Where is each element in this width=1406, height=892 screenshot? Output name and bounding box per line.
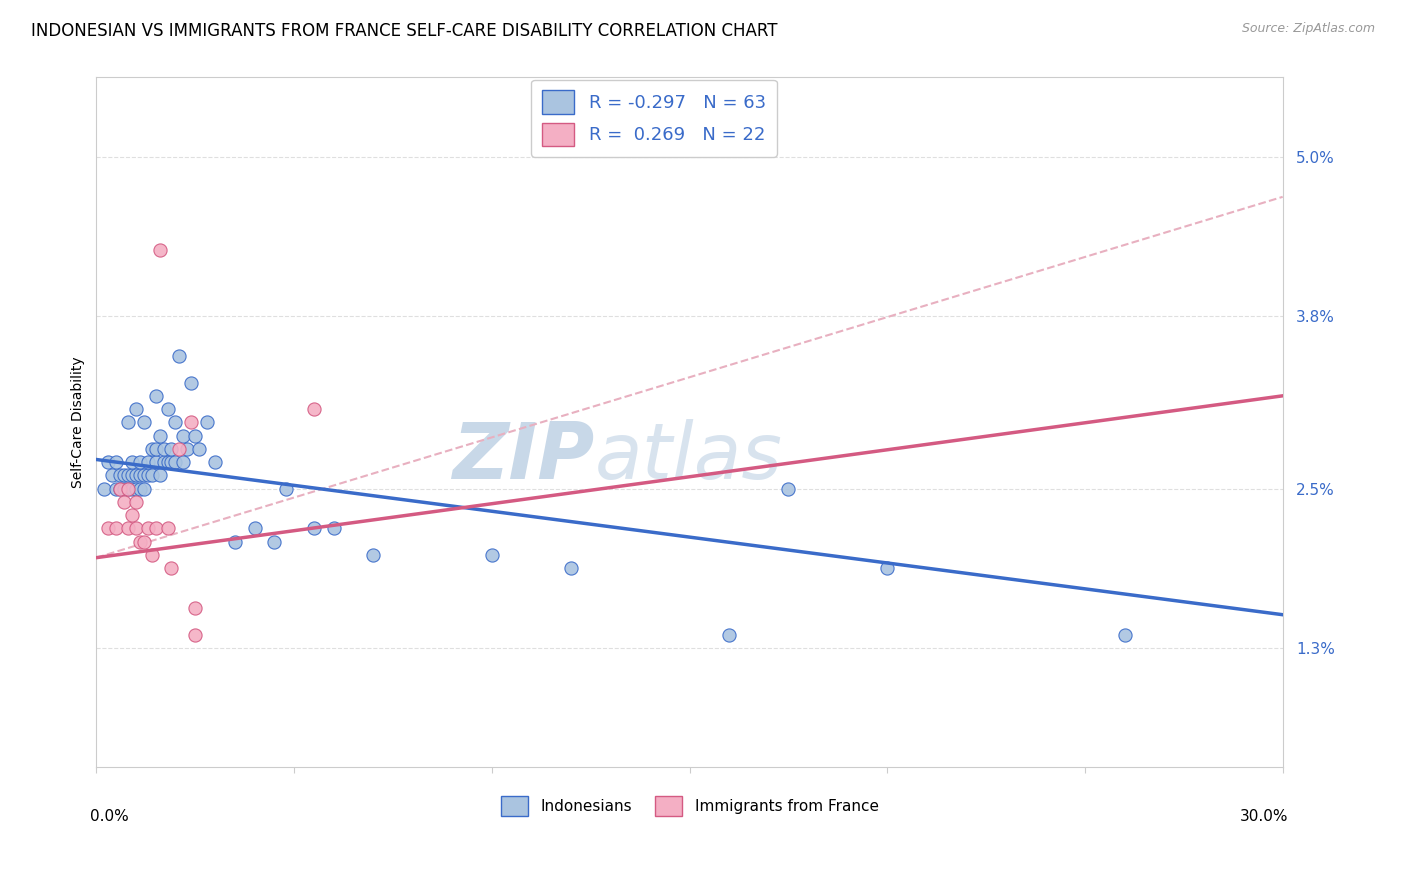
Point bbox=[108, 482, 131, 496]
Point bbox=[778, 482, 800, 496]
Point bbox=[141, 442, 163, 456]
Point bbox=[302, 521, 325, 535]
Point bbox=[145, 455, 167, 469]
Point bbox=[160, 561, 183, 575]
Point bbox=[97, 455, 120, 469]
Point bbox=[165, 455, 187, 469]
Point bbox=[128, 534, 150, 549]
Point bbox=[112, 495, 135, 509]
Point bbox=[117, 482, 139, 496]
Point bbox=[160, 455, 183, 469]
Point bbox=[108, 468, 131, 483]
Point bbox=[145, 521, 167, 535]
Point bbox=[165, 415, 187, 429]
Point bbox=[560, 561, 582, 575]
Point bbox=[128, 468, 150, 483]
Text: 0.0%: 0.0% bbox=[90, 809, 129, 823]
Point bbox=[121, 482, 143, 496]
Point bbox=[160, 442, 183, 456]
Point bbox=[101, 468, 124, 483]
Point bbox=[718, 627, 741, 641]
Text: Source: ZipAtlas.com: Source: ZipAtlas.com bbox=[1241, 22, 1375, 36]
Point bbox=[105, 482, 128, 496]
Point bbox=[141, 468, 163, 483]
Point bbox=[136, 455, 159, 469]
Point bbox=[117, 521, 139, 535]
Point bbox=[121, 455, 143, 469]
Point bbox=[188, 442, 211, 456]
Point bbox=[141, 548, 163, 562]
Point bbox=[263, 534, 285, 549]
Point bbox=[112, 482, 135, 496]
Point bbox=[156, 455, 179, 469]
Point bbox=[224, 534, 246, 549]
Point bbox=[136, 468, 159, 483]
Point bbox=[149, 428, 172, 442]
Point bbox=[184, 428, 207, 442]
Point bbox=[176, 442, 198, 456]
Point bbox=[125, 468, 148, 483]
Point bbox=[117, 482, 139, 496]
Legend: Indonesians, Immigrants from France: Indonesians, Immigrants from France bbox=[495, 789, 884, 822]
Point bbox=[876, 561, 898, 575]
Point bbox=[156, 402, 179, 417]
Point bbox=[121, 468, 143, 483]
Point bbox=[172, 455, 194, 469]
Y-axis label: Self-Care Disability: Self-Care Disability bbox=[72, 357, 86, 488]
Point bbox=[132, 534, 155, 549]
Point bbox=[169, 349, 191, 363]
Point bbox=[276, 482, 298, 496]
Point bbox=[128, 455, 150, 469]
Point bbox=[169, 442, 191, 456]
Point bbox=[180, 376, 202, 390]
Point bbox=[322, 521, 344, 535]
Point bbox=[132, 468, 155, 483]
Point bbox=[136, 521, 159, 535]
Point bbox=[302, 402, 325, 417]
Point bbox=[121, 508, 143, 523]
Point bbox=[125, 402, 148, 417]
Point bbox=[145, 442, 167, 456]
Point bbox=[125, 482, 148, 496]
Point bbox=[125, 521, 148, 535]
Point bbox=[1114, 627, 1136, 641]
Point bbox=[105, 455, 128, 469]
Point bbox=[117, 415, 139, 429]
Point bbox=[108, 482, 131, 496]
Point bbox=[184, 601, 207, 615]
Text: ZIP: ZIP bbox=[453, 419, 595, 495]
Point bbox=[132, 482, 155, 496]
Point bbox=[149, 468, 172, 483]
Point bbox=[152, 442, 174, 456]
Point bbox=[149, 243, 172, 257]
Point bbox=[184, 627, 207, 641]
Point bbox=[145, 389, 167, 403]
Point bbox=[195, 415, 218, 429]
Point bbox=[117, 468, 139, 483]
Point bbox=[243, 521, 266, 535]
Point bbox=[112, 468, 135, 483]
Text: INDONESIAN VS IMMIGRANTS FROM FRANCE SELF-CARE DISABILITY CORRELATION CHART: INDONESIAN VS IMMIGRANTS FROM FRANCE SEL… bbox=[31, 22, 778, 40]
Point bbox=[204, 455, 226, 469]
Point bbox=[172, 428, 194, 442]
Point bbox=[361, 548, 384, 562]
Point bbox=[125, 495, 148, 509]
Text: atlas: atlas bbox=[595, 419, 783, 495]
Point bbox=[132, 415, 155, 429]
Point bbox=[156, 521, 179, 535]
Point bbox=[93, 482, 115, 496]
Point bbox=[481, 548, 503, 562]
Point bbox=[97, 521, 120, 535]
Text: 30.0%: 30.0% bbox=[1240, 809, 1289, 823]
Point bbox=[128, 482, 150, 496]
Point bbox=[180, 415, 202, 429]
Point bbox=[152, 455, 174, 469]
Point bbox=[105, 521, 128, 535]
